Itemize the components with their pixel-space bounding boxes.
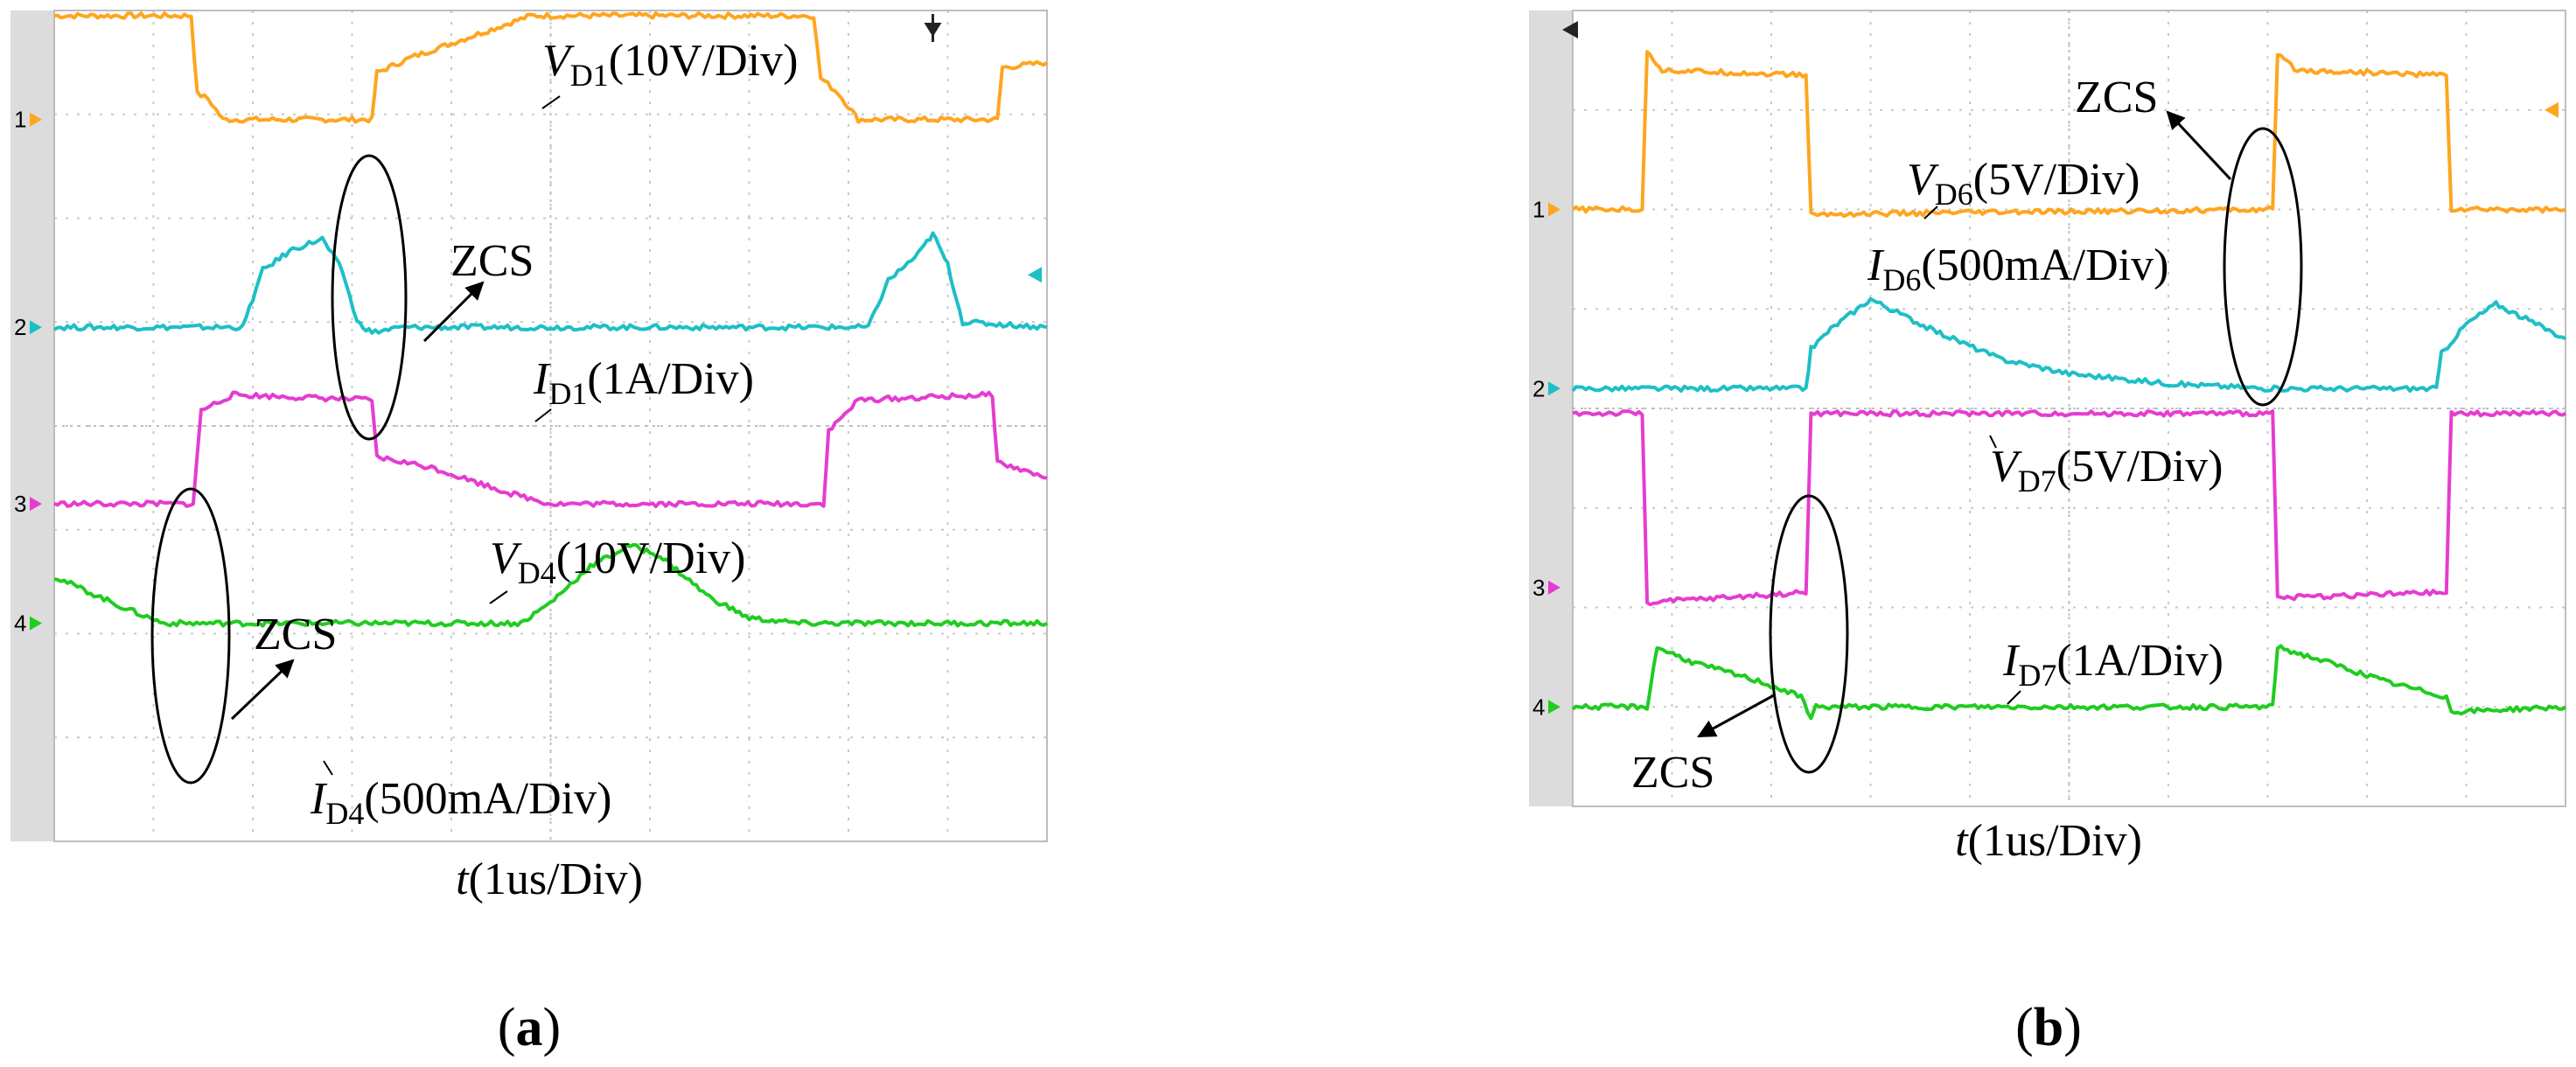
channel-arrow-4	[30, 616, 42, 631]
label-vd7: VD7(5V/Div)	[1990, 442, 2223, 499]
trace-ch1	[1571, 50, 2566, 219]
label-id4: ID4(500mA/Div)	[310, 774, 611, 831]
channel-arrow-3	[1548, 580, 1560, 595]
channel-arrow-1	[30, 112, 42, 127]
leader-id4	[323, 760, 333, 776]
zcs-ellipse-b-lower	[1769, 494, 1849, 774]
channel-marker-4: 4	[14, 610, 26, 637]
channel-marker-1: 1	[14, 107, 26, 133]
zcs-arrow-b-upper	[2166, 110, 2232, 181]
channel-marker-2: 2	[14, 314, 26, 340]
panel-b: 1 2 3 4 VD6(5V/Div) ID6(500mA/Div) VD7(5V/D…	[1529, 10, 2567, 1057]
leader-vd1	[541, 95, 561, 109]
zcs-label-b-lower: ZCS	[1631, 748, 1714, 798]
leader-id1	[534, 408, 552, 422]
leader-vd4	[489, 590, 508, 604]
label-vd1: VD1(10V/Div)	[542, 36, 798, 93]
channel-arrow-2	[1548, 381, 1560, 396]
label-vd6: VD6(5V/Div)	[1907, 155, 2140, 212]
channel-marker-2: 2	[1532, 375, 1545, 401]
zcs-label-b-upper: ZCS	[2075, 73, 2158, 122]
leader-vd7	[1989, 435, 1997, 449]
xlabel-a: t(1us/Div)	[456, 854, 643, 904]
trace-ch4	[53, 542, 1049, 628]
panel-b-grid	[1572, 10, 2566, 807]
trace-ch3	[1572, 408, 2566, 607]
zcs-ellipse-a-upper	[331, 154, 408, 441]
xlabel-b: t(1us/Div)	[1955, 816, 2142, 866]
xlabel-b-text: (1us/Div)	[1968, 816, 2142, 866]
channel-marker-3: 3	[14, 491, 26, 517]
panel-a-traces: 1 2 3 4	[14, 11, 1049, 637]
leader-vd6	[1923, 206, 1938, 220]
trigger-level-marker	[1028, 267, 1042, 283]
label-id7: ID7(1A/Div)	[2002, 636, 2223, 693]
panel-a-left-strip	[10, 10, 54, 841]
caption-a: (a)	[498, 998, 561, 1057]
trace-ch4	[1571, 644, 2567, 721]
screen-border	[53, 10, 1048, 842]
xlabel-a-text: (1us/Div)	[469, 854, 643, 904]
label-id1: ID1(1A/Div)	[533, 354, 754, 411]
trace-ch2	[52, 231, 1048, 335]
panel-a: 1 2 3 4 VD1(10V/Div) ID1(1A/Div) VD4(10V/Di…	[10, 10, 1049, 1057]
panel-b-left-strip	[1529, 10, 1573, 806]
trace-ch3	[53, 390, 1048, 508]
trigger-time-marker	[1562, 21, 1578, 38]
channel-marker-3: 3	[1532, 575, 1545, 601]
label-vd4: VD4(10V/Div)	[490, 534, 745, 590]
label-id6: ID6(500mA/Div)	[1867, 241, 2168, 297]
zcs-label-a-lower: ZCS	[254, 610, 337, 659]
channel-marker-4: 4	[1532, 694, 1545, 720]
screen-border	[1572, 10, 2566, 807]
panel-a-grid	[53, 10, 1048, 842]
panel-b-traces: 1 2 3 4	[1532, 21, 2567, 721]
zcs-arrow-a-upper	[422, 281, 485, 343]
channel-arrow-2	[30, 320, 42, 335]
channel-arrow-3	[30, 497, 42, 512]
leader-id7	[2007, 690, 2021, 705]
trigger-level-marker	[2545, 101, 2559, 118]
zcs-arrow-b-lower	[1697, 694, 1775, 738]
zcs-ellipse-b-upper	[2223, 127, 2303, 407]
trace-ch2	[1571, 296, 2566, 394]
zcs-arrow-a-lower	[230, 659, 295, 721]
channel-marker-1: 1	[1532, 197, 1545, 223]
channel-arrow-4	[1548, 700, 1560, 715]
zcs-label-a-upper: ZCS	[450, 236, 534, 286]
caption-b: (b)	[2015, 998, 2082, 1057]
channel-arrow-1	[1548, 202, 1560, 217]
zcs-ellipse-a-lower	[150, 487, 231, 785]
trace-ch1	[53, 11, 1049, 124]
